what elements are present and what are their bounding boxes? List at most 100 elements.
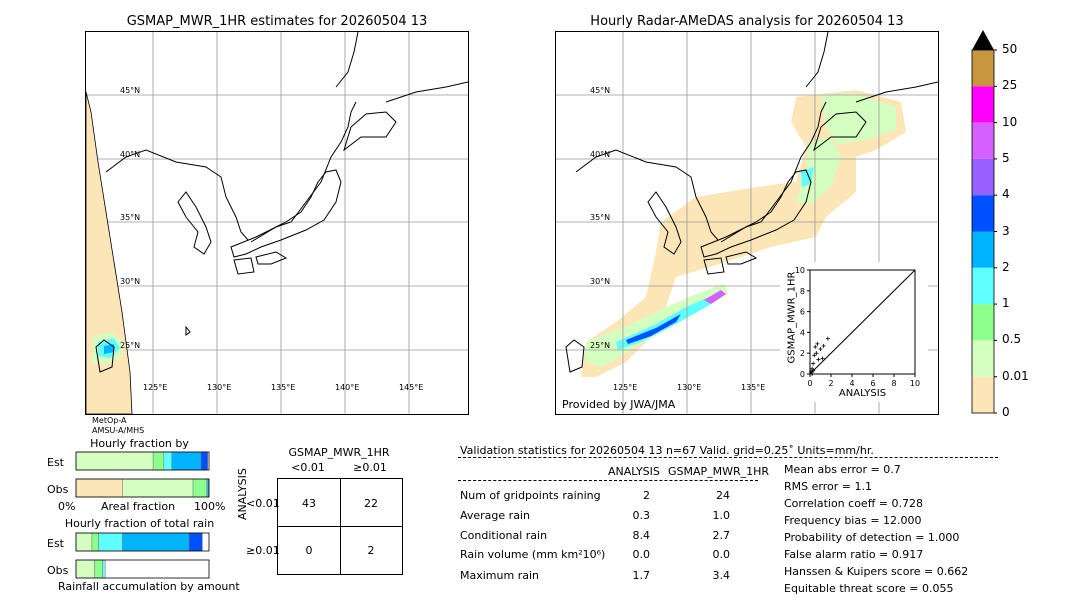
stat-gsmap: 0.0 [712,548,731,561]
right-lon-label: 130°E [677,383,702,392]
total-rain-bar-segment [91,532,99,552]
stat-gsmap: 24 [716,489,730,502]
total-rain-bar-segment [94,559,103,579]
stat-gsmap: 3.4 [712,569,731,582]
occurence-bar-frame [75,451,210,471]
total-rain-bar-segment [122,532,190,552]
scatter-y-tick-label: 4 [800,328,805,337]
right-lon-label: 125°E [613,383,638,392]
right-map-title: Hourly Radar-AMeDAS analysis for 2026050… [590,14,904,29]
colorbar-segment [972,50,994,87]
colorbar-tick-label: 0.5 [1002,332,1022,347]
scatter-point [813,344,818,349]
contingency-row-label: ≥0.01 [246,544,280,557]
colorbar-over-triangle [972,30,994,50]
scatter-point [815,341,820,346]
validation-col-analysis: ANALYSIS [608,465,660,478]
total-rain-xlabel: Rainfall accumulation by amount [58,580,240,593]
scatter-xlabel: ANALYSIS [838,388,887,399]
scatter-point [821,343,826,348]
left-lon-label: 125°E [143,383,168,392]
left-map-gridlines [86,32,468,414]
stat-analysis: 0.0 [632,548,651,561]
occurence-bar-segment [163,451,173,471]
scatter-inset: 0 2 4 6 8 10 0 2 4 6 8 10 GSMAP_MWR_1HR ANALYSIS [780,262,928,402]
score-line: Correlation coeff = 0.728 [784,497,923,510]
stat-analysis: 1.7 [632,569,651,582]
scatter-y-tick-label: 10 [795,266,805,275]
stat-analysis: 8.4 [632,529,651,542]
left-map-coastline [95,32,468,373]
scatter-point [811,361,816,366]
occurence-est-label: Est [47,456,64,469]
stat-label: Conditional rain [460,529,548,542]
left-map-canvas [86,32,468,414]
score-line: RMS error = 1.1 [784,480,872,493]
colorbar-tick-label: 10 [1002,114,1018,129]
colorbar-segment [972,86,994,123]
colorbar-tick-label: 4 [1002,187,1010,202]
contingency-cell: 2 [367,544,375,557]
satellite-note: MetOp-A AMSU-A/MHS [92,416,144,436]
scatter-y-tick-label: 0 [800,370,805,379]
stat-gsmap: 1.0 [712,509,731,522]
total-rain-bar-frame [75,559,210,579]
right-lat-label: 25°N [590,341,611,350]
scatter-point [810,366,815,371]
scatter-point [816,357,821,362]
scatter-point [820,356,825,361]
right-map-rain-area [704,290,726,304]
occurence-bar-segment [200,451,208,471]
score-line: Frequency bias = 12.000 [784,514,922,527]
total-rain-title: Hourly fraction of total rain [64,517,215,530]
right-map: 45°N 40°N 35°N 30°N 25°N 125°E 130°E 135… [555,31,939,415]
contingency-col-label: ≥0.01 [353,461,387,474]
occurence-bar-frame [75,478,210,498]
right-lat-label: 30°N [590,277,611,286]
occurence-obs-label: Obs [47,483,69,496]
left-lon-label: 130°E [207,383,232,392]
scatter-point [812,353,817,358]
left-map-rain-area [104,344,114,354]
colorbar-segment [972,267,994,305]
contingency-table: 43 22 0 2 [277,478,403,575]
scatter-point [809,369,814,374]
stat-gsmap: 2.7 [712,529,731,542]
left-lat-label: 45°N [120,86,141,95]
occurence-bar-segment [75,451,154,471]
left-lat-label: 30°N [120,277,141,286]
left-lon-label: 145°E [399,383,424,392]
stat-label: Num of gridpoints raining [460,489,601,502]
data-credit: Provided by JWA/JMA [562,398,676,411]
scatter-x-tick-label: 10 [910,379,920,388]
colorbar-tick-labels: 50 25 10 5 4 3 2 1 0.5 0.01 0 [1000,28,1040,419]
colorbar-segment [972,122,994,159]
left-lon-label: 140°E [335,383,360,392]
contingency-title: GSMAP_MWR_1HR [288,446,390,459]
colorbar-tick-label: 0.01 [1002,368,1029,383]
right-map-coastline [565,32,938,373]
colorbar-segment [972,376,994,413]
score-line: Hanssen & Kuipers score = 0.662 [784,565,969,578]
contingency-col-label: <0.01 [291,461,325,474]
right-lat-label: 35°N [590,213,611,222]
scatter-point [810,372,815,376]
total-rain-bar-segment [188,532,203,552]
right-map-rain-area [796,137,841,204]
occurence-bar-segment [171,451,202,471]
right-lat-label: 45°N [590,86,611,95]
occurence-bar-segment [192,478,207,498]
left-lat-label: 40°N [120,150,141,159]
contingency-cell: 43 [302,497,316,510]
total-rain-bar-segment [75,532,93,552]
total-rain-bar-segment [75,559,95,579]
colorbar-tick-label: 50 [1002,42,1018,56]
scatter-x-tick-label: 0 [807,379,812,388]
occurence-x-right: 100% [194,500,226,513]
contingency-cell: 0 [305,544,313,557]
contingency-row-label: <0.01 [246,497,280,510]
score-line: Probability of detection = 1.000 [784,531,960,544]
right-lat-label: 40°N [590,150,611,159]
score-line: Mean abs error = 0.7 [784,463,901,476]
left-lon-label: 135°E [271,383,296,392]
